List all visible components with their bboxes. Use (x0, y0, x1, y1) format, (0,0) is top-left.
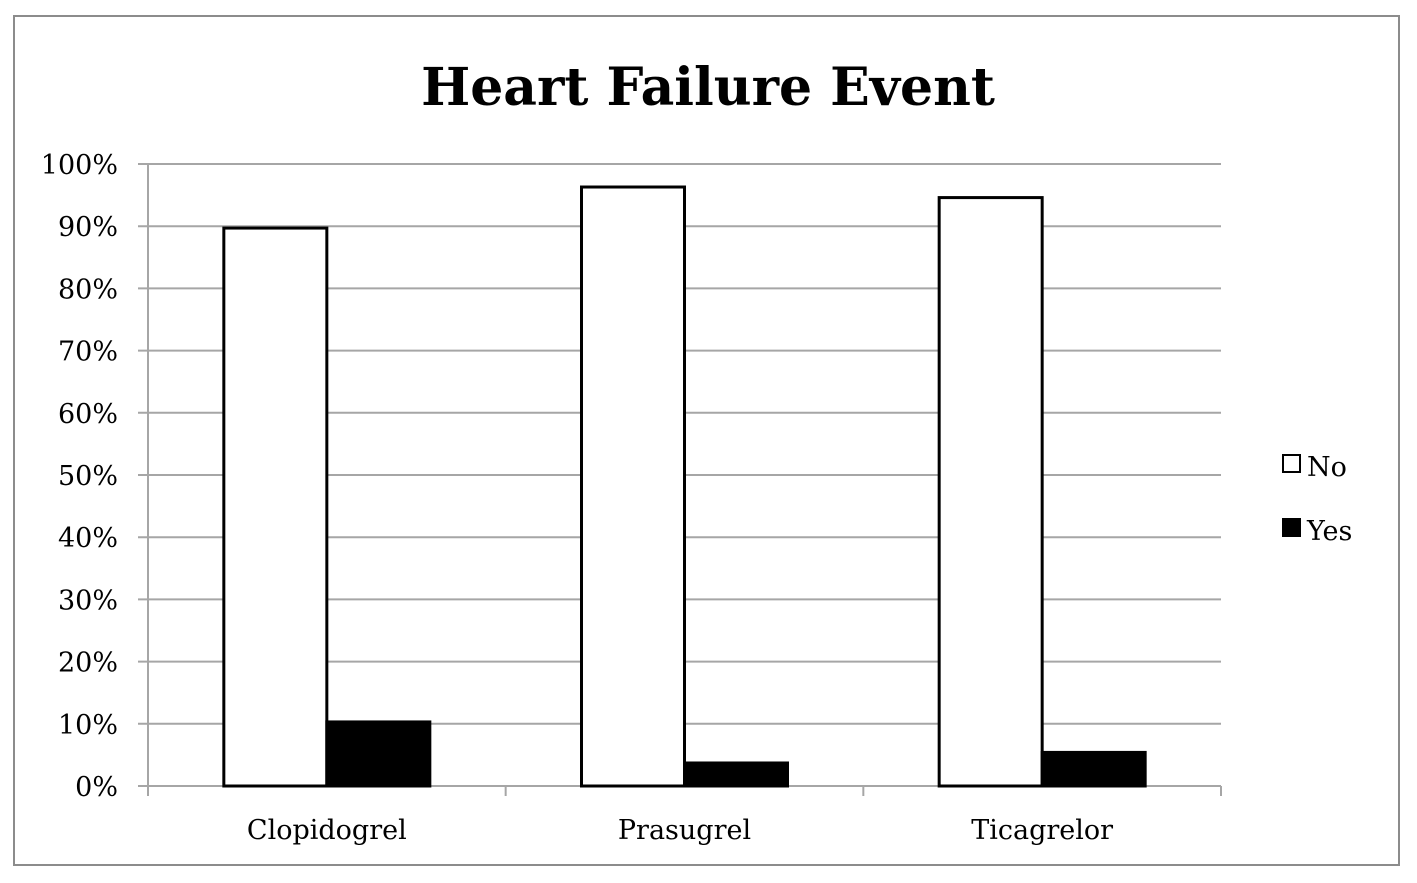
bar-no-ticagrelor (937, 196, 1044, 788)
bars (222, 185, 1147, 788)
y-tick-label: 70% (58, 337, 118, 368)
legend-label-no: No (1307, 452, 1347, 483)
bar-yes-prasugrel (683, 761, 789, 788)
y-tick-label: 10% (58, 710, 118, 741)
y-tick-label: 20% (58, 648, 118, 679)
x-tick-label: Prasugrel (618, 815, 751, 846)
y-tick-label: 60% (58, 399, 118, 430)
chart-title: Heart Failure Event (421, 57, 995, 118)
y-tick-label: 40% (58, 523, 118, 554)
bar-no-clopidogrel (222, 226, 329, 788)
y-tick-label: 80% (58, 274, 118, 305)
y-tick-label: 50% (58, 461, 118, 492)
legend-swatch-no (1282, 454, 1301, 473)
x-tick-label: Ticagrelor (971, 815, 1113, 846)
y-tick-label: 90% (58, 212, 118, 243)
x-tick-label: Clopidogrel (247, 815, 407, 846)
y-tick-label: 0% (75, 772, 118, 803)
bar-yes-ticagrelor (1040, 750, 1147, 788)
legend-swatch-yes (1282, 518, 1301, 537)
legend: No Yes (1282, 452, 1352, 547)
y-tick-label: 100% (41, 150, 118, 181)
y-tick-label: 30% (58, 585, 118, 616)
legend-label-yes: Yes (1306, 516, 1352, 547)
bar-yes-clopidogrel (325, 720, 432, 788)
bar-no-prasugrel (580, 185, 686, 788)
